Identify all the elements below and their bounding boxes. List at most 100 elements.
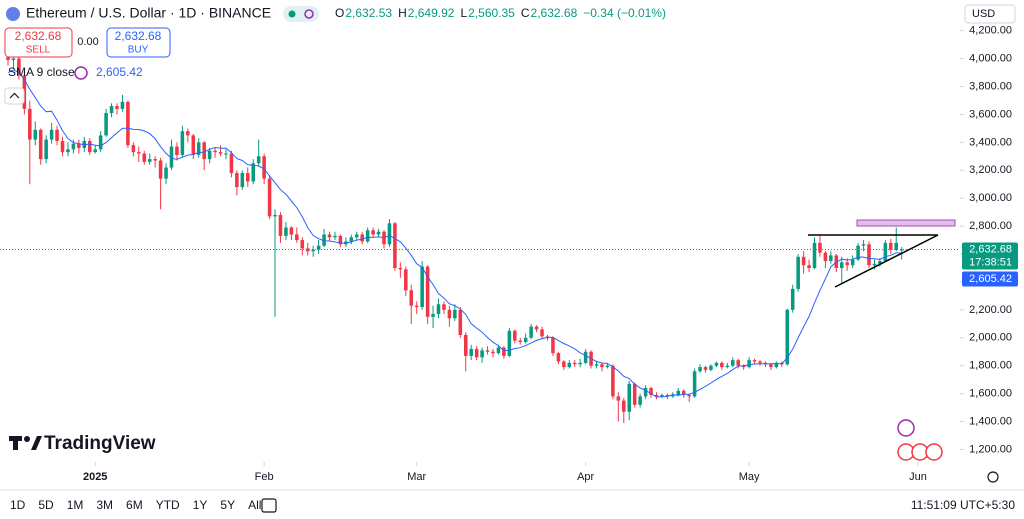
candle-body: [458, 309, 463, 335]
candle-body: [349, 237, 354, 242]
range-button[interactable]: 5D: [38, 498, 54, 512]
candle-body: [87, 140, 92, 153]
candle-body: [578, 362, 582, 365]
candle-body: [856, 245, 860, 260]
candle-body: [665, 395, 670, 397]
range-button[interactable]: 1M: [67, 498, 84, 512]
candle-body: [262, 156, 266, 179]
status-icon: [304, 9, 314, 19]
candle-body: [818, 242, 822, 253]
logo-mark: [24, 436, 30, 442]
range-button[interactable]: 6M: [126, 498, 143, 512]
candle-body: [556, 353, 561, 362]
candle-body: [534, 326, 539, 330]
candle-body: [305, 248, 310, 252]
indicator-icon[interactable]: [74, 66, 88, 80]
candle-body: [169, 146, 174, 168]
y-tick-label: 3,200.00: [969, 164, 1012, 176]
range-button[interactable]: 3M: [96, 498, 113, 512]
candle-body: [371, 230, 375, 235]
buy-button[interactable]: [106, 27, 171, 58]
candle-body: [104, 113, 108, 136]
candle-body: [120, 101, 125, 109]
candle-body: [147, 159, 152, 162]
candle-body: [33, 129, 38, 140]
candle-body: [404, 269, 408, 291]
candle-body: [562, 361, 566, 368]
candle-body: [632, 383, 637, 405]
candle-body: [224, 153, 228, 155]
candle-body: [654, 395, 659, 397]
x-tick-label: Mar: [407, 471, 426, 483]
event-icon[interactable]: [897, 419, 915, 437]
candle-body: [44, 139, 48, 160]
price-tag-label: 2,632.68: [969, 243, 1012, 255]
candle-body: [878, 261, 882, 264]
collapse-button[interactable]: [4, 87, 25, 105]
candle-body: [327, 234, 332, 238]
ohlc-value: 2,649.92: [408, 6, 455, 20]
candle-body: [812, 242, 817, 268]
candle-body: [246, 173, 250, 182]
candle-body: [730, 360, 735, 366]
candle-body: [567, 362, 572, 368]
spread: 0.00: [77, 36, 98, 48]
candle-body: [899, 249, 904, 251]
price-tag-label: 2,605.42: [969, 273, 1012, 285]
currency-button[interactable]: [964, 4, 1016, 24]
logo-text: TradingView: [44, 433, 156, 454]
candle-body: [572, 362, 577, 365]
candle-body: [11, 58, 16, 61]
candle-body: [338, 235, 343, 245]
candle-body: [638, 396, 642, 405]
range-button[interactable]: 1Y: [193, 498, 208, 512]
sell-button[interactable]: [4, 27, 73, 58]
sell-label: SELL: [26, 45, 51, 56]
symbol-title: Ethereum / U.S. Dollar · 1D · BINANCE: [26, 5, 271, 21]
candle-body: [137, 152, 141, 154]
logo-mark: [31, 436, 42, 450]
sell-price: 2,632.68: [15, 29, 62, 43]
range-button[interactable]: 5Y: [220, 498, 235, 512]
y-tick-label: 2,800.00: [969, 220, 1012, 232]
ohlc-key: O: [335, 6, 344, 20]
candle-body: [207, 150, 212, 160]
candle-body: [442, 304, 446, 310]
candle-body: [376, 231, 381, 235]
candle-body: [676, 390, 681, 396]
candle-body: [278, 214, 283, 236]
trend-line: [834, 234, 939, 288]
sma-line: [7, 69, 902, 398]
candle-body: [714, 362, 719, 366]
candle-body: [354, 234, 359, 238]
candle-body: [28, 108, 32, 140]
range-button[interactable]: 1D: [10, 498, 26, 512]
range-button[interactable]: YTD: [156, 498, 180, 512]
candle-body: [845, 262, 849, 266]
candle-body: [807, 265, 811, 268]
range-button[interactable]: All: [248, 498, 261, 512]
candle-body: [66, 149, 70, 153]
candle-body: [496, 347, 501, 354]
candle-body: [447, 309, 452, 319]
candle-body: [38, 129, 43, 160]
calendar-icon[interactable]: [261, 498, 277, 513]
candle-body: [643, 388, 648, 397]
candle-body: [616, 396, 621, 401]
candle-body: [398, 267, 403, 270]
candle-body: [109, 106, 114, 114]
price-tag: [962, 271, 1018, 287]
candle-body: [823, 252, 828, 262]
candle-body: [491, 351, 495, 354]
candle-body: [17, 58, 21, 76]
candle-body: [126, 101, 130, 146]
y-tick-label: 1,600.00: [969, 388, 1012, 400]
candle-body: [485, 350, 490, 352]
settings-icon[interactable]: [987, 471, 999, 483]
candle-body: [77, 143, 81, 148]
candle-body: [839, 262, 844, 268]
candle-body: [583, 351, 588, 363]
candle-body: [153, 159, 157, 161]
event-icon[interactable]: [925, 443, 943, 461]
candle-body: [474, 348, 479, 358]
